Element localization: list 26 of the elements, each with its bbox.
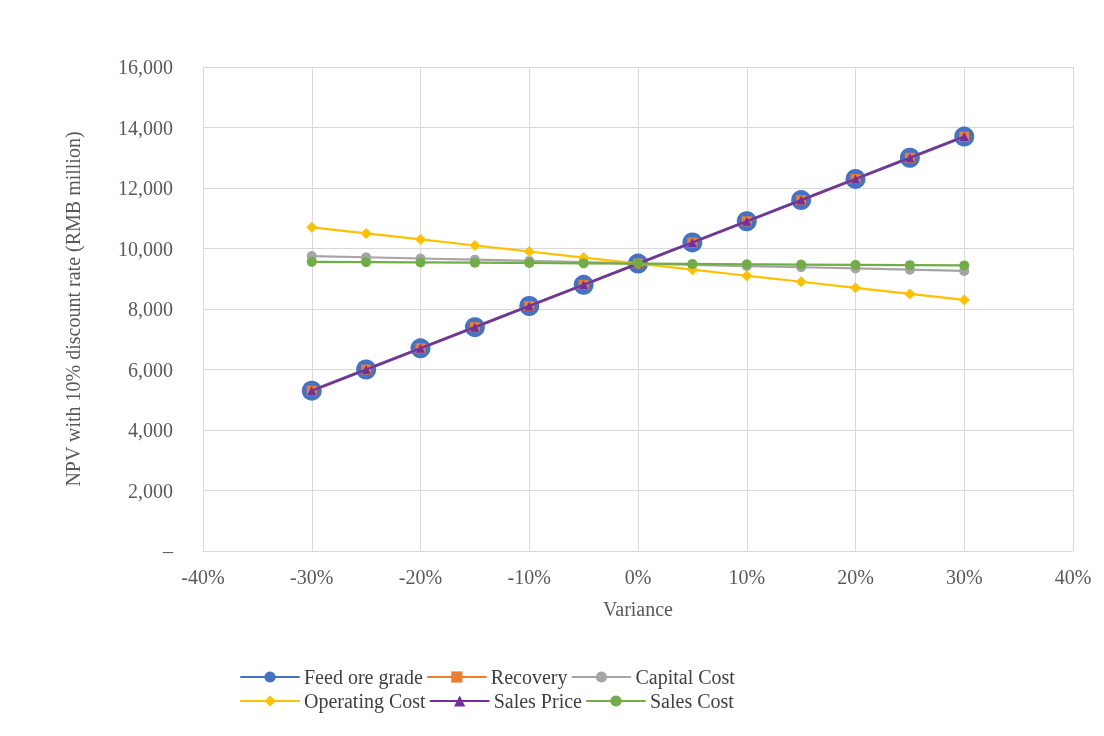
legend-label: Capital Cost (635, 666, 736, 689)
y-axis-title: NPV with 10% discount rate (RMB million) (62, 131, 85, 487)
legend-label: Sales Cost (649, 690, 735, 712)
y-tick-label: 12,000 (118, 177, 173, 199)
x-tick-label: -30% (290, 566, 334, 588)
x-tick-label: 30% (945, 566, 983, 588)
legend-label: Recovery (490, 666, 568, 689)
x-tick-label: -20% (398, 566, 443, 588)
x-tick-label: -10% (507, 566, 551, 588)
y-tick-label: 10,000 (118, 237, 173, 260)
y-tick-label: 6,000 (128, 358, 173, 381)
legend-label: Operating Cost (304, 690, 427, 713)
x-tick-label: 0% (624, 566, 652, 588)
y-tick-label: 14,000 (118, 116, 173, 139)
y-tick-label: 4,000 (128, 419, 173, 441)
y-tick-label: 16,000 (118, 56, 173, 78)
y-tick-label: 2,000 (128, 479, 173, 502)
y-tick-label: 8,000 (128, 298, 173, 320)
x-tick-label: -40% (181, 566, 225, 588)
x-tick-label: 10% (728, 566, 766, 588)
x-axis-title: Variance (603, 598, 674, 620)
legend-label: Feed ore grade (304, 666, 423, 689)
y-tick-label: – (162, 540, 174, 562)
x-tick-label: 40% (1054, 566, 1092, 588)
legend-label: Sales Price (493, 690, 583, 712)
x-tick-label: 20% (837, 566, 874, 588)
